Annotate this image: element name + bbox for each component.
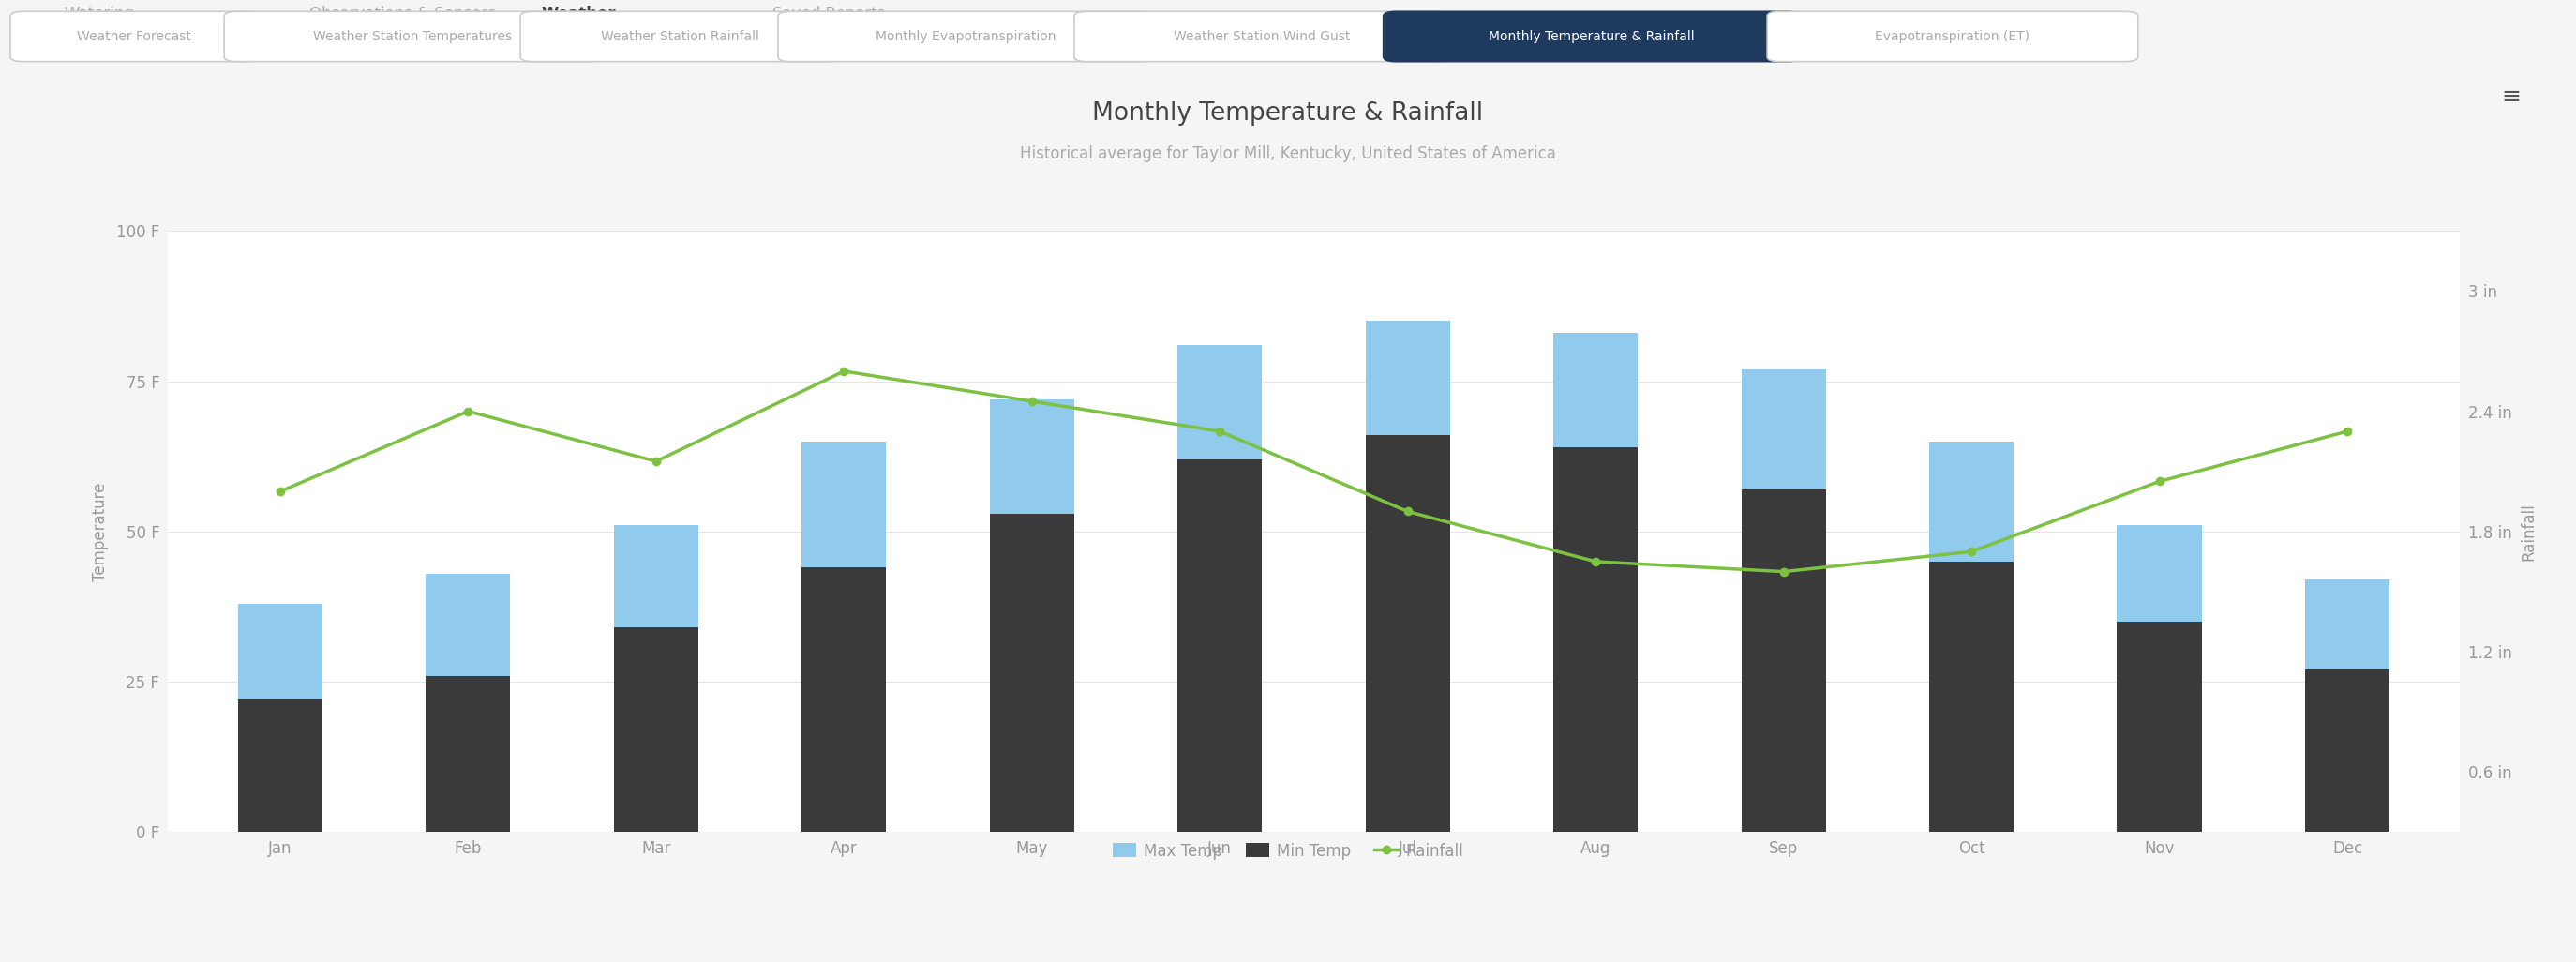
Text: Weather Station Rainfall: Weather Station Rainfall <box>600 30 760 43</box>
Text: Weather Forecast: Weather Forecast <box>77 30 191 43</box>
Bar <box>1553 333 1638 447</box>
Bar <box>425 675 510 832</box>
Text: Historical average for Taylor Mill, Kentucky, United States of America: Historical average for Taylor Mill, Kent… <box>1020 145 1556 163</box>
Bar <box>1177 345 1262 460</box>
Text: Monthly Temperature & Rainfall: Monthly Temperature & Rainfall <box>1092 101 1484 126</box>
Text: Weather Station Temperatures: Weather Station Temperatures <box>312 30 513 43</box>
Y-axis label: Temperature: Temperature <box>93 482 108 581</box>
Text: Watering: Watering <box>64 6 134 23</box>
Bar <box>989 514 1074 832</box>
Y-axis label: Rainfall: Rainfall <box>2519 502 2537 561</box>
Bar <box>237 604 322 700</box>
Bar <box>1365 435 1450 832</box>
Text: ≡: ≡ <box>2501 85 2522 108</box>
Text: Weather: Weather <box>541 6 616 23</box>
Legend: Max Temp, Min Temp, Rainfall: Max Temp, Min Temp, Rainfall <box>1105 836 1471 866</box>
Text: Evapotranspiration (ET): Evapotranspiration (ET) <box>1875 30 2030 43</box>
Text: Monthly Temperature & Rainfall: Monthly Temperature & Rainfall <box>1489 30 1695 43</box>
Text: Weather Station Wind Gust: Weather Station Wind Gust <box>1175 30 1350 43</box>
Bar <box>613 525 698 627</box>
Bar <box>2306 670 2391 832</box>
Bar <box>1177 460 1262 832</box>
Bar <box>1929 442 2014 562</box>
Text: Saved Reports: Saved Reports <box>773 6 886 23</box>
Bar <box>801 442 886 568</box>
Bar <box>613 627 698 832</box>
Bar <box>2117 621 2202 832</box>
Bar <box>1929 562 2014 832</box>
Text: Observations & Sensors: Observations & Sensors <box>309 6 495 23</box>
Bar <box>801 568 886 832</box>
Bar <box>2306 579 2391 670</box>
Bar <box>237 700 322 832</box>
Bar <box>2117 525 2202 621</box>
Bar <box>1741 490 1826 832</box>
Bar <box>1365 321 1450 435</box>
Bar <box>1553 447 1638 832</box>
Text: Monthly Evapotranspiration: Monthly Evapotranspiration <box>876 30 1056 43</box>
Bar <box>425 573 510 675</box>
Bar <box>989 399 1074 514</box>
Bar <box>1741 369 1826 490</box>
